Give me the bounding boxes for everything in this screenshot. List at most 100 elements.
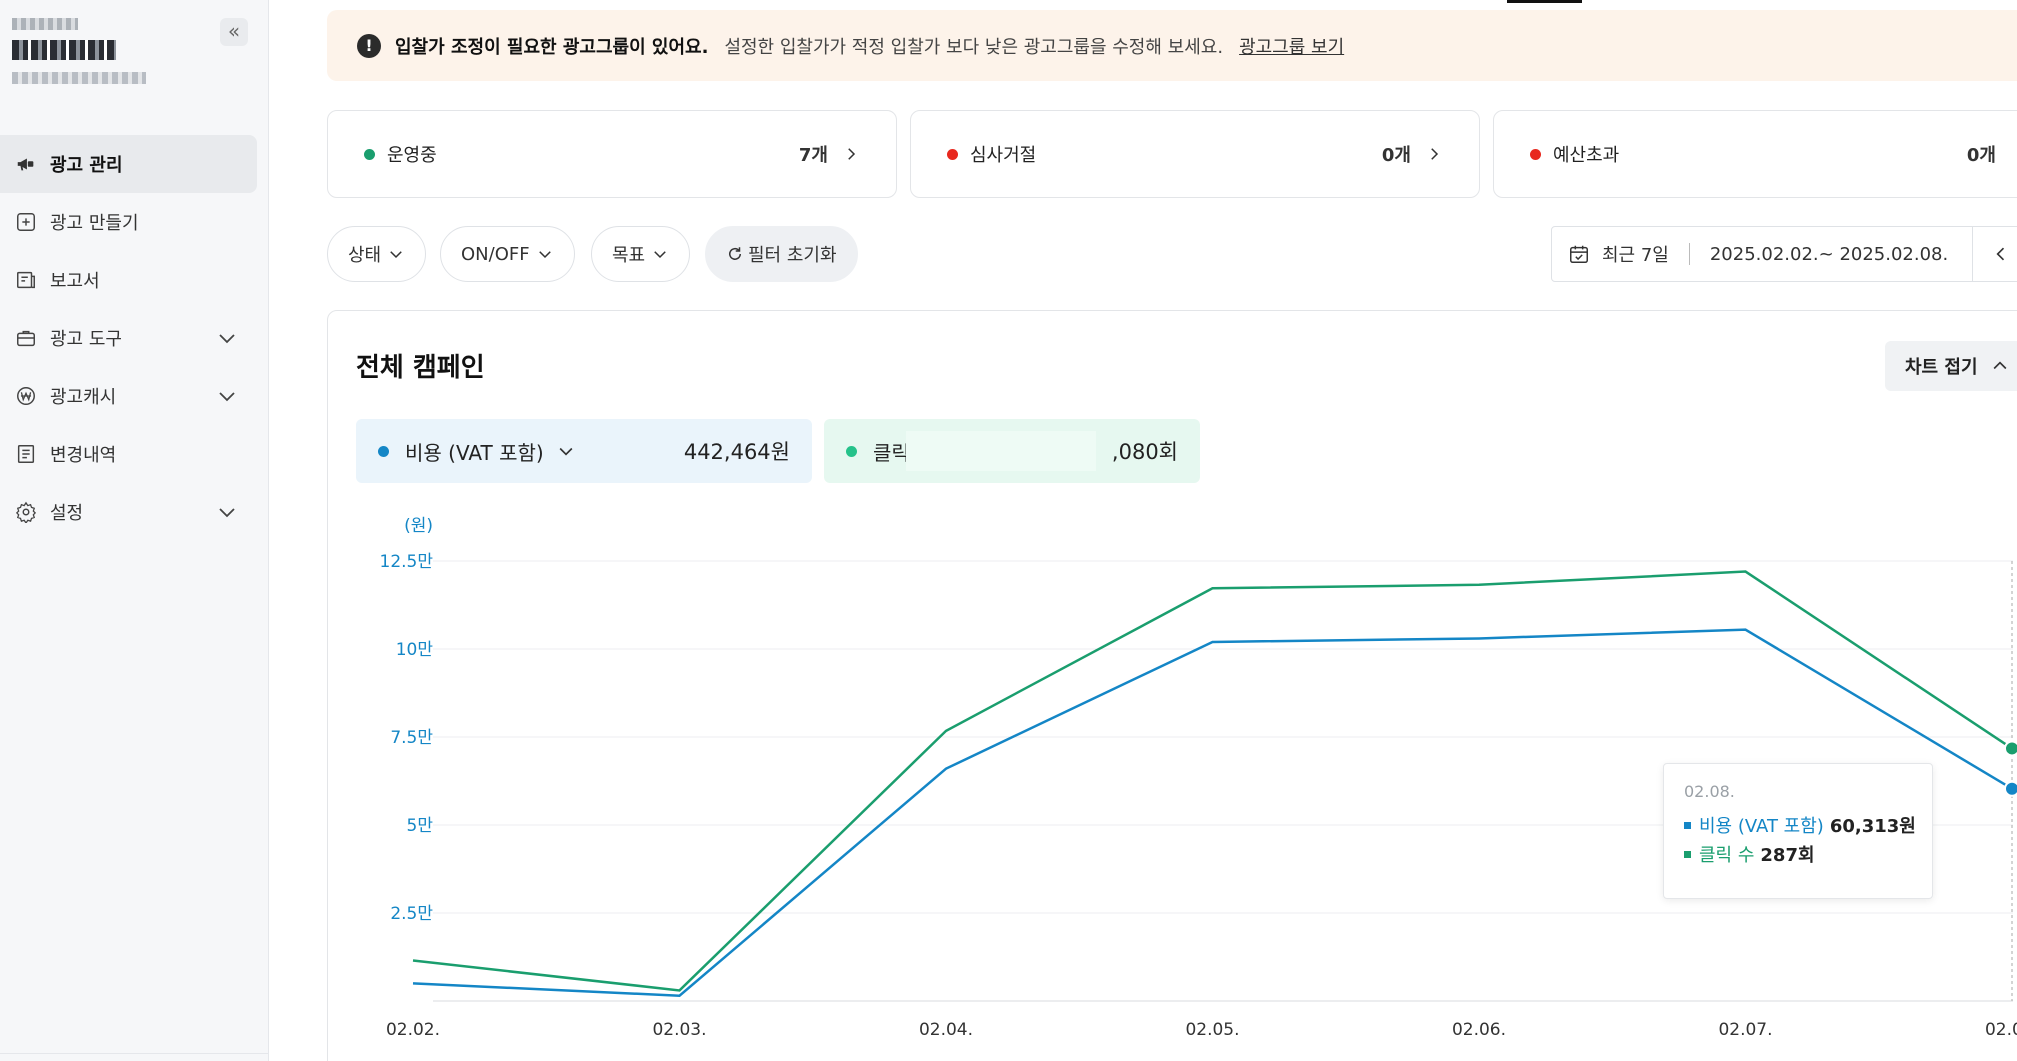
sidebar-item-create-ad[interactable]: 광고 만들기 bbox=[0, 193, 269, 251]
status-label: 운영중 bbox=[387, 145, 437, 166]
panel-title: 전체 캠페인 bbox=[356, 353, 485, 383]
sidebar-nav: 광고 관리 광고 만들기 보고서 광고 도구 bbox=[0, 135, 269, 541]
won-coin-icon bbox=[14, 384, 38, 408]
sidebar-item-settings[interactable]: 설정 bbox=[0, 483, 269, 541]
previous-period-button[interactable] bbox=[1972, 227, 2017, 281]
filter-reset-label: 필터 초기화 bbox=[748, 245, 837, 266]
series-line bbox=[412, 628, 2013, 997]
y-left-tick-label: 2.5만 bbox=[390, 904, 433, 924]
account-label-blurred bbox=[12, 18, 78, 30]
sidebar-item-ad-tools[interactable]: 광고 도구 bbox=[0, 309, 269, 367]
alert-description: 설정한 입찰가가 적정 입찰가 보다 낮은 광고그룹을 수정해 보세요. bbox=[724, 36, 1224, 58]
series-swatch bbox=[1684, 850, 1691, 858]
metric-click-label: 클릭 bbox=[873, 440, 910, 465]
series-dot bbox=[846, 445, 857, 457]
sidebar-item-change-history[interactable]: 변경내역 bbox=[0, 425, 269, 483]
status-count: 0개 bbox=[1966, 145, 1996, 166]
metric-click-selector[interactable]: 클릭 ,080회 bbox=[824, 419, 1200, 483]
chevron-down-icon bbox=[559, 447, 573, 456]
tooltip-cost-value: 60,313원 bbox=[1829, 816, 1916, 837]
chevron-down-icon bbox=[538, 251, 551, 259]
alert-title: 입찰가 조정이 필요한 광고그룹이 있어요. bbox=[395, 36, 709, 58]
tooltip-click-value: 287회 bbox=[1760, 845, 1815, 866]
highlight-point bbox=[2004, 740, 2017, 757]
filter-label: ON/OFF bbox=[461, 243, 530, 265]
metric-cost-selector[interactable]: 비용 (VAT 포함) 442,464원 bbox=[356, 419, 812, 483]
x-tick-label: 02.06. bbox=[1452, 1020, 1506, 1040]
tooltip-date: 02.08. bbox=[1684, 782, 1735, 801]
sidebar-collapse-button[interactable]: « bbox=[220, 18, 248, 46]
x-tick-label: 02.08. bbox=[1985, 1020, 2017, 1040]
filter-status-dropdown[interactable]: 상태 bbox=[327, 226, 427, 282]
gear-icon bbox=[14, 500, 38, 524]
sidebar-item-ad-cash[interactable]: 광고캐시 bbox=[0, 367, 269, 425]
chevron-down-icon[interactable] bbox=[215, 500, 239, 524]
y-left-tick-label: 12.5만 bbox=[380, 552, 434, 572]
status-label: 예산초과 bbox=[1553, 145, 1620, 166]
warning-icon: ! bbox=[357, 33, 381, 58]
chevron-up-icon bbox=[1993, 361, 2006, 370]
status-count: 0개 bbox=[1381, 145, 1411, 166]
chevron-down-icon[interactable] bbox=[215, 326, 239, 350]
filter-label: 목표 bbox=[612, 245, 646, 266]
sidebar-item-label: 광고 만들기 bbox=[50, 213, 139, 234]
tooltip-click-label: 클릭 수 bbox=[1699, 845, 1755, 866]
fold-chart-label: 차트 접기 bbox=[1905, 357, 1978, 378]
chart-tooltip: 02.08. 비용 (VAT 포함) 60,313원 클릭 수 287회 bbox=[1663, 763, 1933, 899]
status-card-rejected[interactable]: 심사거절 0개 bbox=[910, 110, 1480, 198]
view-ad-groups-link[interactable]: 광고그룹 보기 bbox=[1239, 36, 1345, 58]
sidebar-item-report[interactable]: 보고서 bbox=[0, 251, 269, 309]
sidebar-item-label: 변경내역 bbox=[50, 445, 117, 466]
y-left-tick-label: 10만 bbox=[396, 640, 434, 660]
date-range-picker[interactable]: 최근 7일 2025.02.02.~ 2025.02.08. bbox=[1551, 226, 2017, 282]
y-left-unit: (원) bbox=[404, 516, 433, 536]
x-tick-label: 02.04. bbox=[919, 1020, 973, 1040]
bid-alert-banner: ! 입찰가 조정이 필요한 광고그룹이 있어요. 설정한 입찰가가 적정 입찰가… bbox=[327, 10, 2017, 81]
sidebar-item-ad-management[interactable]: 광고 관리 bbox=[0, 135, 257, 193]
status-card-budget-exceeded[interactable]: 예산초과 0개 bbox=[1493, 110, 2017, 198]
filter-onoff-dropdown[interactable]: ON/OFF bbox=[440, 226, 575, 282]
account-id-blurred bbox=[12, 72, 146, 84]
account-name-blurred bbox=[12, 40, 116, 60]
series-swatch bbox=[1684, 821, 1691, 829]
chevron-down-icon bbox=[390, 251, 402, 259]
y-left-tick-label: 5만 bbox=[407, 816, 434, 836]
filter-reset-button[interactable]: 필터 초기화 bbox=[705, 226, 858, 282]
divider bbox=[0, 1053, 269, 1054]
divider bbox=[1688, 243, 1690, 265]
account-info-blurred bbox=[12, 18, 146, 84]
sidebar-item-label: 설정 bbox=[50, 503, 84, 524]
x-tick-label: 02.03. bbox=[652, 1020, 706, 1040]
chevron-right-icon bbox=[1431, 148, 1439, 160]
x-tick-label: 02.05. bbox=[1185, 1020, 1239, 1040]
fold-chart-button[interactable]: 차트 접기 bbox=[1885, 341, 2017, 391]
status-dot bbox=[364, 148, 375, 160]
chevron-left-icon bbox=[1995, 247, 2004, 261]
status-dot bbox=[947, 148, 958, 160]
y-left-tick-label: 7.5만 bbox=[390, 728, 433, 748]
series-line bbox=[412, 570, 2013, 992]
refresh-icon bbox=[729, 247, 741, 260]
tooltip-click-row: 클릭 수 287회 bbox=[1684, 841, 1815, 867]
chevron-right-icon bbox=[848, 148, 856, 160]
redacted-overlay bbox=[905, 431, 1096, 471]
chevron-down-icon bbox=[654, 251, 666, 259]
receipt-icon bbox=[14, 442, 38, 466]
campaign-chart-panel: 전체 캠페인 차트 접기 비용 (VAT 포함) 442,464원 클릭 ,08… bbox=[327, 310, 2017, 1061]
filter-goal-dropdown[interactable]: 목표 bbox=[591, 226, 691, 282]
date-preset: 최근 7일 bbox=[1602, 245, 1669, 266]
active-tab-indicator bbox=[1507, 0, 1582, 3]
chevron-down-icon[interactable] bbox=[215, 384, 239, 408]
status-card-running[interactable]: 운영중 7개 bbox=[327, 110, 897, 198]
date-range-text: 2025.02.02.~ 2025.02.08. bbox=[1709, 243, 1949, 265]
metric-cost-label: 비용 (VAT 포함) bbox=[405, 440, 544, 465]
sidebar: « 광고 관리 광고 만들기 보고서 광고 도구 bbox=[0, 0, 269, 1061]
calendar-check-icon bbox=[1570, 245, 1588, 263]
megaphone-icon bbox=[14, 152, 38, 176]
report-icon bbox=[14, 268, 38, 292]
sidebar-item-label: 보고서 bbox=[50, 271, 100, 292]
sidebar-item-label: 광고 관리 bbox=[50, 155, 123, 176]
highlight-point bbox=[2004, 780, 2017, 797]
x-tick-label: 02.07. bbox=[1718, 1020, 1772, 1040]
briefcase-icon bbox=[14, 326, 38, 350]
